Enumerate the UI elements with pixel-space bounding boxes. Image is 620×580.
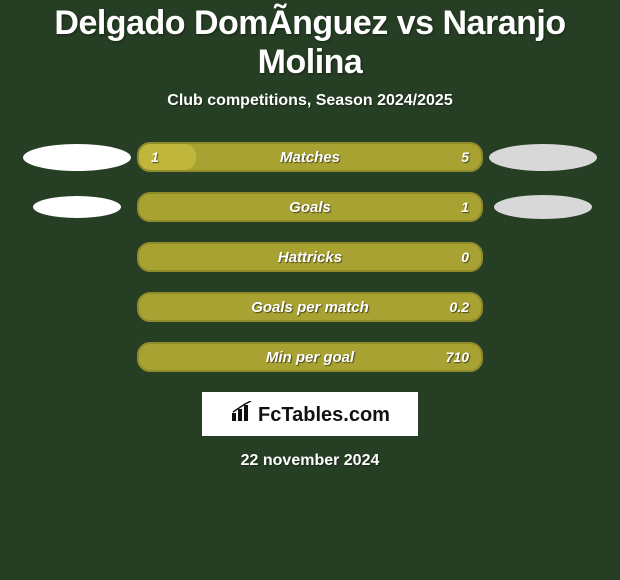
left-side xyxy=(17,196,137,218)
stat-row: Min per goal710 xyxy=(0,342,620,372)
stat-label: Min per goal xyxy=(139,344,481,370)
stat-label: Hattricks xyxy=(139,244,481,270)
stat-row: Goals per match0.2 xyxy=(0,292,620,322)
date-label: 22 november 2024 xyxy=(0,452,620,470)
player-right-marker xyxy=(494,195,592,219)
player-right-marker xyxy=(489,144,597,171)
stat-row: 1Matches5 xyxy=(0,142,620,172)
stat-row: Hattricks0 xyxy=(0,242,620,272)
stat-label: Matches xyxy=(139,144,481,170)
player-left-marker xyxy=(23,144,131,171)
stat-value-right: 0 xyxy=(461,244,469,270)
stat-value-right: 1 xyxy=(461,194,469,220)
brand-name: FcTables.com xyxy=(258,404,390,427)
stat-bar: Goals per match0.2 xyxy=(137,292,483,322)
player-left-marker xyxy=(33,196,121,218)
stat-bar: Goals1 xyxy=(137,192,483,222)
right-side xyxy=(483,195,603,219)
bars-icon xyxy=(230,401,254,421)
stat-bar: Hattricks0 xyxy=(137,242,483,272)
right-side xyxy=(483,144,603,171)
stats-chart: 1Matches5Goals1Hattricks0Goals per match… xyxy=(0,142,620,372)
stat-value-right: 0.2 xyxy=(450,294,469,320)
stat-label: Goals xyxy=(139,194,481,220)
brand-logo-box: FcTables.com xyxy=(202,392,418,436)
stat-value-right: 5 xyxy=(461,144,469,170)
page-title: Delgado DomÃ­nguez vs Naranjo Molina xyxy=(0,4,620,82)
stat-row: Goals1 xyxy=(0,192,620,222)
stat-bar: Min per goal710 xyxy=(137,342,483,372)
left-side xyxy=(17,144,137,171)
stat-bar: 1Matches5 xyxy=(137,142,483,172)
stat-label: Goals per match xyxy=(139,294,481,320)
subtitle: Club competitions, Season 2024/2025 xyxy=(0,92,620,110)
stat-value-right: 710 xyxy=(446,344,469,370)
